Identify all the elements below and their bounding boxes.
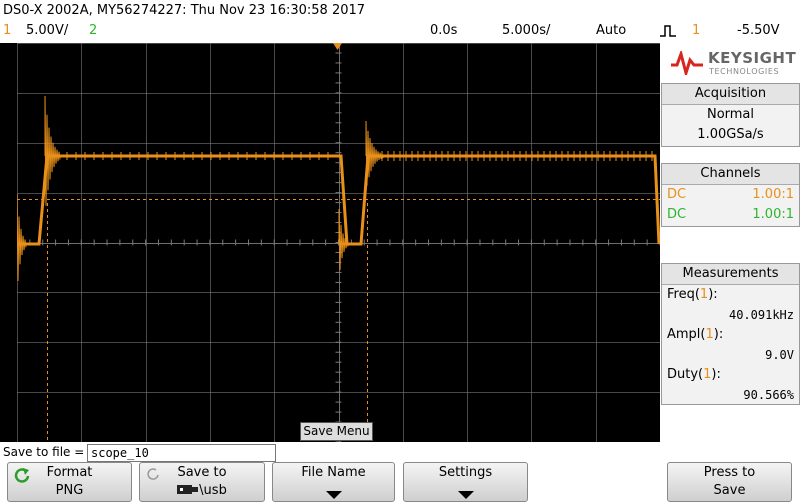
- measurement-ampl-value: 9.0V: [765, 348, 794, 362]
- channels-panel[interactable]: Channels DC 1.00:1 DC 1.00:1: [661, 163, 800, 227]
- save-to-file-label: Save to file =: [3, 445, 85, 459]
- acquisition-title: Acquisition: [662, 84, 799, 105]
- keysight-logo: KEYSIGHT TECHNOLOGIES: [660, 43, 800, 83]
- press-to-save-softkey[interactable]: Press to Save: [667, 462, 792, 502]
- channel-row-1[interactable]: DC 1.00:1: [662, 185, 799, 205]
- window-title: DS0-X 2002A, MY56274227: Thu Nov 23 16:3…: [3, 3, 366, 18]
- settings-softkey[interactable]: Settings: [403, 462, 528, 502]
- format-softkey[interactable]: Format PNG: [7, 462, 132, 502]
- ch1-trace: [17, 95, 660, 282]
- measurements-panel[interactable]: Measurements Freq(1): 40.091kHz Ampl(1):…: [661, 263, 800, 405]
- measurement-duty-value: 90.566%: [743, 388, 794, 402]
- acquisition-panel[interactable]: Acquisition Normal 1.00GSa/s: [661, 83, 800, 147]
- trigger-channel[interactable]: 1: [692, 23, 701, 38]
- rotate-icon: [14, 468, 30, 483]
- channel-row-2[interactable]: DC 1.00:1: [662, 205, 799, 225]
- measurement-duty-label: Duty(1):: [667, 367, 721, 382]
- rotate-icon: [147, 468, 159, 480]
- trigger-level[interactable]: -5.50V: [737, 23, 780, 38]
- cursor-lines: [17, 199, 660, 442]
- ch1-coupling: DC: [667, 187, 687, 202]
- ch2-probe-ratio: 1.00:1: [752, 207, 794, 222]
- waveform-display[interactable]: 1 T: [17, 43, 660, 442]
- measurement-freq-value: 40.091kHz: [728, 308, 794, 322]
- rising-edge-icon: [660, 25, 676, 37]
- trigger-position-marker: [333, 43, 342, 50]
- usb-drive-icon: [177, 485, 199, 494]
- channels-title: Channels: [662, 164, 799, 185]
- ch1-probe-ratio: 1.00:1: [752, 187, 794, 202]
- ch1-number[interactable]: 1: [3, 23, 12, 38]
- logo-subtitle: TECHNOLOGIES: [709, 67, 780, 76]
- save-menu-label: Save Menu: [300, 422, 373, 441]
- sample-rate: 1.00GSa/s: [697, 127, 764, 142]
- keysight-wave-icon: [671, 51, 703, 75]
- status-bar: DS0-X 2002A, MY56274227: Thu Nov 23 16:3…: [0, 0, 800, 43]
- measurement-freq-label: Freq(1):: [667, 287, 718, 302]
- acquisition-mode: Normal: [706, 107, 755, 122]
- measurements-title: Measurements: [662, 264, 799, 285]
- time-scale[interactable]: 5.000s/: [502, 23, 551, 38]
- arrow-down-icon: [457, 491, 474, 499]
- ch2-coupling: DC: [667, 207, 687, 222]
- filename-field[interactable]: scope_10: [87, 444, 276, 462]
- trigger-mode[interactable]: Auto: [596, 23, 627, 38]
- measurement-ampl-label: Ampl(1):: [667, 327, 724, 342]
- save-to-softkey[interactable]: Save to \usb: [139, 462, 265, 502]
- ch2-number[interactable]: 2: [89, 23, 98, 38]
- file-name-softkey[interactable]: File Name: [272, 462, 395, 502]
- softkey-bar: Save to file = scope_10: [0, 442, 800, 503]
- logo-name: KEYSIGHT: [708, 49, 797, 67]
- ch1-scale[interactable]: 5.00V/: [26, 23, 69, 38]
- time-offset[interactable]: 0.0s: [430, 23, 458, 38]
- arrow-down-icon: [325, 491, 342, 499]
